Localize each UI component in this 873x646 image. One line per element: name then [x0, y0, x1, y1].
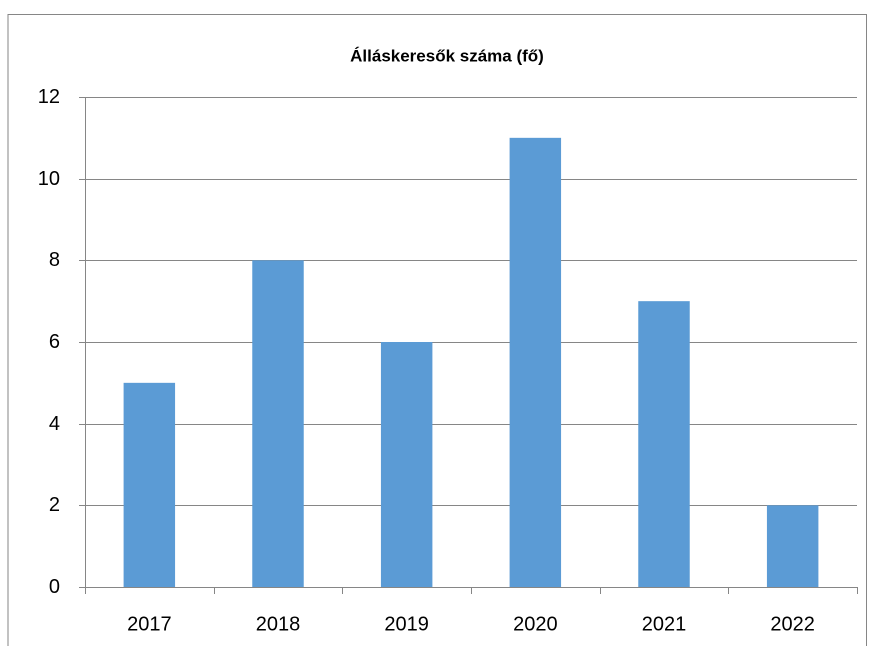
chart-border	[7, 14, 867, 646]
bar	[638, 301, 690, 587]
bar	[509, 137, 562, 588]
y-tick-label: 12	[38, 86, 60, 108]
chart-title: Álláskeresők száma (fő)	[350, 46, 544, 65]
bar	[123, 382, 176, 587]
x-tick-label: 2021	[642, 613, 687, 635]
bar	[380, 342, 433, 587]
y-tick-label: 4	[49, 413, 60, 435]
y-tick-label: 8	[49, 249, 60, 271]
y-tick-label: 0	[49, 576, 60, 598]
y-tick-label: 2	[49, 494, 60, 516]
x-tick-label: 2020	[513, 613, 558, 635]
bar	[766, 505, 819, 587]
y-tick-label: 6	[49, 331, 60, 353]
x-tick-label: 2018	[256, 613, 301, 635]
x-tick-label: 2019	[384, 613, 429, 635]
y-tick-label: 10	[38, 168, 60, 190]
x-tick-label: 2022	[770, 613, 815, 635]
bar	[252, 260, 304, 587]
x-tick-label: 2017	[127, 613, 172, 635]
